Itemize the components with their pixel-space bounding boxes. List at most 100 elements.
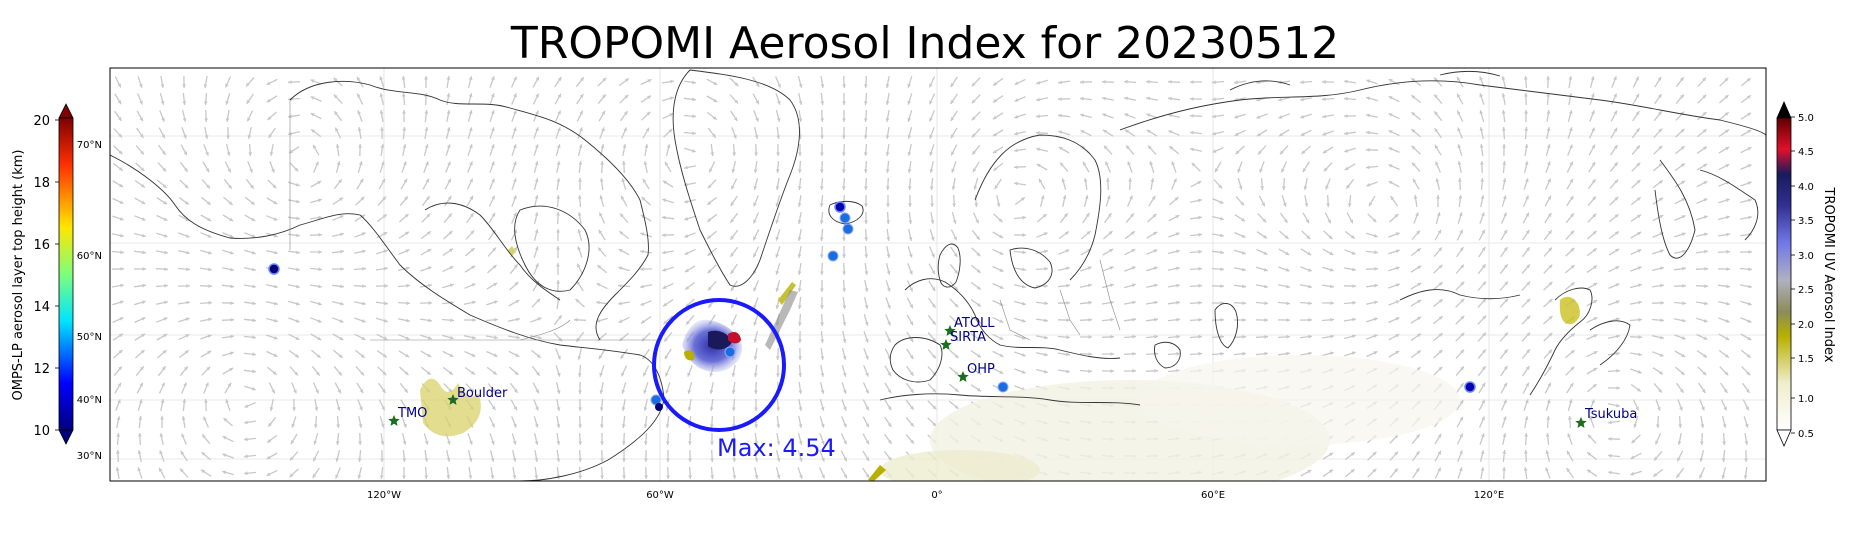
wind-arrowhead: [405, 336, 410, 340]
wind-arrowhead: [1436, 212, 1441, 217]
wind-arrowhead: [684, 182, 688, 187]
wind-arrowhead: [1460, 349, 1465, 354]
wind-arrowhead: [820, 373, 825, 377]
wind-arrowhead: [469, 195, 473, 200]
wind-arrowhead: [119, 300, 124, 305]
wind-arrowhead: [886, 254, 891, 258]
wind-arrowhead: [708, 303, 712, 308]
wind-arrowhead: [1703, 163, 1708, 168]
wind-arrowhead: [535, 406, 539, 411]
wind-arrowhead: [205, 151, 209, 156]
wind-arrowhead: [1366, 148, 1370, 152]
wind-arrowhead: [313, 457, 317, 462]
wind-arrowhead: [753, 373, 758, 377]
wind-arrowhead: [691, 148, 696, 153]
wind-arrowhead: [141, 333, 146, 338]
wind-arrowhead: [1438, 247, 1442, 252]
wind-arrowhead: [865, 355, 869, 360]
wind-arrowhead: [226, 135, 230, 139]
wind-arrowhead: [622, 458, 626, 462]
wind-arrowhead: [268, 422, 272, 427]
wind-arrowhead: [317, 319, 322, 323]
wind-arrowhead: [318, 284, 322, 289]
wind-arrowhead: [994, 185, 999, 189]
wind-arrowhead: [160, 100, 165, 105]
wind-arrowhead: [1502, 178, 1507, 182]
wind-arrowhead: [296, 233, 300, 238]
wind-arrowhead: [381, 388, 386, 393]
wind-arrowhead: [251, 386, 256, 391]
wind-arrowhead: [491, 93, 495, 98]
wind-arrowhead: [1086, 231, 1091, 235]
wind-arrowhead: [665, 161, 669, 166]
wind-arrowhead: [643, 161, 648, 165]
wind-arrowhead: [118, 366, 122, 371]
wind-arrowhead: [1547, 178, 1551, 183]
wind-arrowhead: [1725, 336, 1730, 340]
wind-arrowhead: [252, 318, 256, 323]
wind-arrowhead: [731, 407, 736, 411]
wind-arrowhead: [335, 474, 339, 479]
wind-arrowhead: [1412, 162, 1416, 167]
wind-arrowhead: [732, 475, 737, 479]
wind-arrowhead: [1637, 283, 1642, 288]
wind-arrowhead: [1748, 284, 1752, 289]
wind-arrowhead: [222, 453, 227, 457]
wind-arrowhead: [797, 288, 802, 292]
wind-arrowhead: [1103, 145, 1108, 150]
wind-arrowhead: [1351, 251, 1356, 255]
wind-arrowhead: [797, 271, 802, 275]
wind-arrowhead: [1014, 131, 1018, 136]
wind-arrowhead: [1175, 215, 1180, 219]
wind-arrowhead: [1322, 132, 1327, 136]
wind-arrowhead: [491, 144, 495, 149]
wind-arrowhead: [427, 336, 432, 340]
wind-arrowhead: [1168, 130, 1173, 134]
wind-arrowhead: [491, 127, 495, 132]
wind-arrowhead: [670, 79, 674, 84]
wind-arrowhead: [1481, 247, 1486, 251]
wind-arrowhead: [1570, 230, 1575, 235]
wind-arrowhead: [318, 232, 322, 237]
wind-arrowhead: [1614, 231, 1619, 236]
wind-arrowhead: [1064, 213, 1068, 218]
wind-arrowhead: [294, 371, 298, 376]
wind-arrowhead: [1546, 76, 1550, 80]
wind-arrowhead: [1242, 267, 1246, 272]
wind-arrowhead: [1548, 230, 1552, 235]
wind-arrowhead: [491, 406, 496, 410]
wind-arrowhead: [1352, 284, 1356, 288]
wind-arrowhead: [1677, 441, 1682, 445]
wind-arrowhead: [204, 399, 208, 403]
wind-arrowhead: [338, 179, 342, 184]
wind-arrowhead: [620, 354, 625, 359]
wind-arrowhead: [446, 76, 451, 80]
wind-arrowhead: [118, 150, 123, 155]
wind-arrowhead: [1501, 93, 1506, 97]
wind-arrowhead: [1411, 145, 1416, 150]
wind-arrowhead: [602, 77, 607, 82]
wind-arrowhead: [1322, 149, 1327, 154]
wind-arrowhead: [843, 406, 847, 411]
wind-arrowhead: [821, 457, 825, 462]
wind-arrowhead: [472, 335, 476, 340]
wind-arrowhead: [1308, 301, 1312, 306]
wind-arrowhead: [708, 286, 712, 291]
wind-arrowhead: [516, 335, 520, 340]
wind-arrowhead: [1175, 232, 1180, 236]
wind-arrowhead: [1304, 203, 1309, 207]
wind-arrowhead: [1456, 76, 1461, 81]
wind-arrowhead: [266, 98, 271, 103]
wind-arrowhead: [887, 372, 891, 377]
wind-arrowhead: [318, 267, 322, 272]
wind-arrowhead: [1198, 317, 1202, 322]
wind-arrowhead: [842, 84, 846, 88]
wind-arrowhead: [886, 203, 890, 207]
wind-arrowhead: [1703, 336, 1708, 340]
wind-arrowhead: [929, 83, 933, 88]
wind-arrowhead: [1191, 162, 1196, 167]
wind-arrowhead: [1636, 145, 1640, 150]
wind-arrowhead: [1659, 249, 1664, 253]
wind-arrowhead: [865, 423, 869, 428]
wind-arrowhead: [1479, 76, 1483, 81]
